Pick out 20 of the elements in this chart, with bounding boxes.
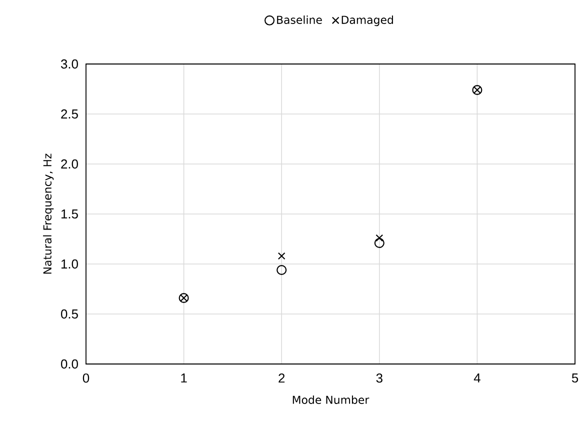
y-tick-label: 1.5 (61, 209, 78, 219)
y-tick-label: 2.5 (61, 109, 78, 119)
y-tick-label: 0.0 (60, 359, 78, 369)
point (278, 252, 286, 260)
x-tick-label: 2 (278, 373, 285, 383)
point (374, 238, 384, 248)
x-tick-label: 5 (572, 374, 578, 383)
x-tick-label: 4 (474, 374, 480, 382)
point (276, 264, 287, 276)
x-tick-label: 0 (82, 373, 90, 383)
y-axis-title: Natural Frequency, Hz (43, 154, 54, 274)
x-axis-title: Mode Number (292, 395, 370, 404)
legend-label: Baseline (277, 15, 322, 24)
y-tick-label: 3.0 (60, 59, 78, 69)
y-tick-label: 2.0 (61, 159, 78, 169)
legend-label: Damaged (342, 15, 393, 26)
y-tick-label: 0.5 (60, 309, 78, 319)
x-tick-label: 1 (181, 374, 187, 382)
x-tick-label: 3 (376, 373, 382, 383)
y-tick-label: 1.0 (61, 259, 78, 269)
